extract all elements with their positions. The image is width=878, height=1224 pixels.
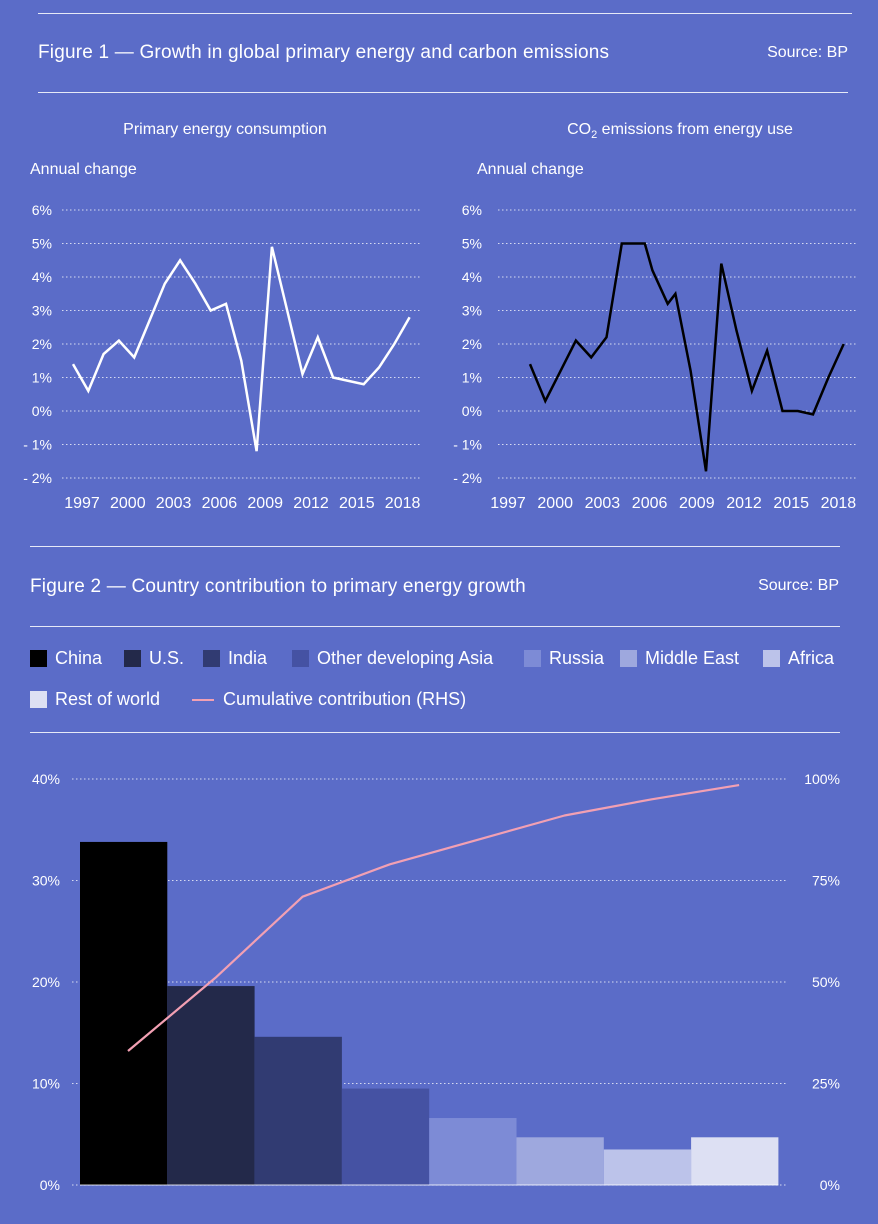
bar bbox=[167, 986, 255, 1185]
series-line bbox=[71, 246, 411, 452]
legend-line-swatch bbox=[192, 698, 214, 701]
y-right-tick-label: 25% bbox=[812, 1076, 840, 1092]
x-tick-label: 2003 bbox=[156, 495, 192, 512]
y-tick-label: 1% bbox=[32, 370, 52, 386]
bar bbox=[603, 1149, 692, 1185]
y-left-tick-label: 0% bbox=[40, 1177, 60, 1193]
figure2-source: Source: BP bbox=[758, 577, 839, 594]
x-tick-label: 1997 bbox=[490, 495, 526, 512]
bar bbox=[341, 1088, 430, 1185]
chart2-subtitle: CO2 emissions from energy use bbox=[567, 121, 793, 142]
y-tick-label: - 2% bbox=[453, 470, 482, 486]
bar bbox=[80, 841, 168, 1185]
y-right-tick-label: 0% bbox=[820, 1177, 840, 1193]
x-tick-label: 2000 bbox=[110, 495, 146, 512]
y-tick-label: 2% bbox=[32, 336, 52, 352]
legend-bottom-rule bbox=[30, 732, 840, 733]
y-right-tick-label: 50% bbox=[812, 974, 840, 990]
y-tick-label: 5% bbox=[462, 236, 482, 252]
chart1-primary-energy: 6% 5% 4% 3% 2% 1% 0% - 1% - 2% 1997 2000 2003 2006 20… bbox=[23, 202, 421, 512]
y-tick-label: 3% bbox=[32, 303, 52, 319]
x-tick-label: 2006 bbox=[632, 495, 668, 512]
y-tick-label: 6% bbox=[32, 202, 52, 218]
figure1-header-rule bbox=[38, 92, 848, 93]
x-tick-label: 2015 bbox=[339, 495, 375, 512]
top-rule bbox=[38, 13, 852, 14]
legend-item-china: China bbox=[30, 648, 102, 669]
legend-swatch bbox=[203, 650, 220, 667]
bar bbox=[516, 1137, 604, 1185]
legend-item-middle-east: Middle East bbox=[620, 648, 739, 669]
legend-item-africa: Africa bbox=[763, 648, 834, 669]
legend-swatch bbox=[30, 650, 47, 667]
x-tick-label: 2018 bbox=[821, 495, 857, 512]
chart2-co2-emissions: 6% 5% 4% 3% 2% 1% 0% - 1% - 2% 1997 2000 2003 2006 20… bbox=[453, 202, 858, 512]
y-tick-label: 6% bbox=[462, 202, 482, 218]
chart1-y-axis-title: Annual change bbox=[30, 161, 137, 178]
y-tick-label: 3% bbox=[462, 303, 482, 319]
y-tick-label: 5% bbox=[32, 236, 52, 252]
y-left-tick-label: 20% bbox=[32, 974, 60, 990]
legend-item-india: India bbox=[203, 648, 267, 669]
figure1-title: Figure 1 — Growth in global primary ener… bbox=[38, 42, 610, 63]
legend-item-russia: Russia bbox=[524, 648, 604, 669]
x-tick-label: 2012 bbox=[293, 495, 329, 512]
bar bbox=[429, 1118, 517, 1185]
y-tick-label: 4% bbox=[462, 269, 482, 285]
y-tick-label: 2% bbox=[462, 336, 482, 352]
figure2-header-rule bbox=[30, 626, 840, 627]
legend: China U.S. India Other developing Asia R… bbox=[30, 648, 850, 728]
y-tick-label: 0% bbox=[462, 403, 482, 419]
chart1-subtitle: Primary energy consumption bbox=[123, 121, 327, 138]
legend-swatch bbox=[763, 650, 780, 667]
cumulative-line bbox=[127, 784, 740, 1052]
x-tick-label: 1997 bbox=[64, 495, 100, 512]
x-tick-label: 2009 bbox=[679, 495, 715, 512]
bar bbox=[254, 1036, 342, 1185]
x-tick-label: 2009 bbox=[247, 495, 283, 512]
legend-swatch bbox=[292, 650, 309, 667]
y-tick-label: - 1% bbox=[453, 437, 482, 453]
y-tick-label: 1% bbox=[462, 370, 482, 386]
x-tick-label: 2003 bbox=[585, 495, 621, 512]
legend-swatch bbox=[30, 691, 47, 708]
y-tick-label: 0% bbox=[32, 403, 52, 419]
x-tick-label: 2000 bbox=[537, 495, 573, 512]
x-tick-label: 2018 bbox=[385, 495, 421, 512]
figure1-source: Source: BP bbox=[767, 44, 848, 61]
y-left-tick-label: 30% bbox=[32, 873, 60, 889]
y-tick-label: - 1% bbox=[23, 437, 52, 453]
legend-item-cumulative-contribution: Cumulative contribution (RHS) bbox=[192, 689, 466, 710]
y-right-tick-label: 75% bbox=[812, 873, 840, 889]
legend-swatch bbox=[124, 650, 141, 667]
series-line bbox=[528, 242, 845, 472]
x-tick-label: 2012 bbox=[726, 495, 762, 512]
y-tick-label: - 2% bbox=[23, 470, 52, 486]
figure2-top-rule bbox=[30, 546, 840, 547]
legend-swatch bbox=[524, 650, 541, 667]
legend-item-other-developing-asia: Other developing Asia bbox=[292, 648, 493, 669]
chart2-y-axis-title: Annual change bbox=[477, 161, 584, 178]
x-tick-label: 2015 bbox=[773, 495, 809, 512]
y-left-tick-label: 40% bbox=[32, 771, 60, 787]
figure2-title: Figure 2 — Country contribution to prima… bbox=[30, 576, 526, 597]
legend-item-us: U.S. bbox=[124, 648, 184, 669]
y-right-tick-label: 100% bbox=[804, 771, 840, 787]
y-tick-label: 4% bbox=[32, 269, 52, 285]
legend-item-rest-of-world: Rest of world bbox=[30, 689, 160, 710]
x-tick-label: 2006 bbox=[202, 495, 238, 512]
y-left-tick-label: 10% bbox=[32, 1076, 60, 1092]
legend-swatch bbox=[620, 650, 637, 667]
bar bbox=[691, 1137, 779, 1185]
